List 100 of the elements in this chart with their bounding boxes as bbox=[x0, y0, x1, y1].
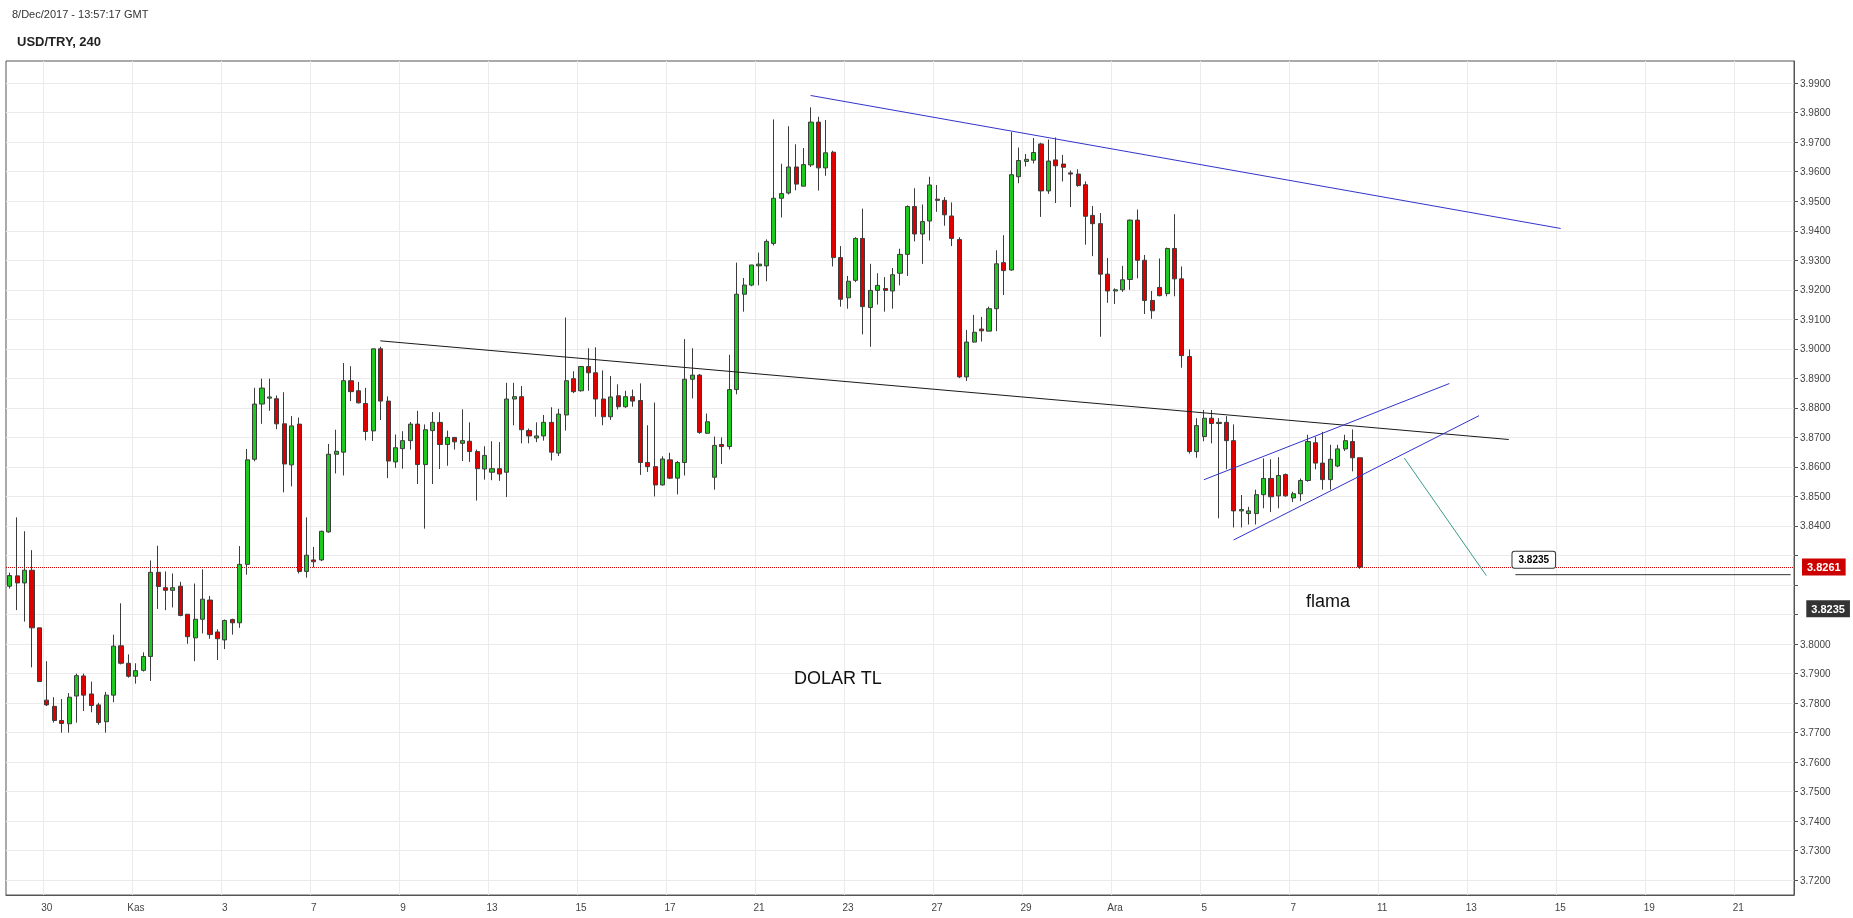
candlestick bbox=[593, 346, 598, 418]
candlestick bbox=[467, 421, 472, 463]
candlestick bbox=[81, 673, 86, 712]
candlestick bbox=[289, 415, 294, 487]
candlestick bbox=[252, 387, 257, 462]
candlestick bbox=[74, 673, 79, 724]
candlestick bbox=[1231, 423, 1236, 528]
candlestick bbox=[437, 411, 443, 470]
candlestick bbox=[15, 516, 20, 611]
candlestick bbox=[111, 634, 116, 703]
candlestick bbox=[1276, 456, 1281, 509]
x-tick-label: 9 bbox=[400, 901, 407, 913]
x-tick-label: 13 bbox=[486, 901, 498, 913]
candlestick bbox=[1320, 431, 1325, 491]
candlestick bbox=[267, 378, 272, 412]
candlestick bbox=[378, 346, 383, 421]
candlestick bbox=[638, 382, 643, 476]
candlestick bbox=[883, 276, 888, 313]
candlestick bbox=[660, 455, 665, 487]
candlestick bbox=[1283, 472, 1288, 498]
candlestick bbox=[794, 143, 799, 191]
data-label: 3.8235 bbox=[1518, 554, 1550, 566]
candlestick bbox=[519, 385, 524, 444]
candlestick bbox=[1046, 139, 1051, 195]
x-tick-label: 29 bbox=[1020, 901, 1033, 913]
candlestick bbox=[1016, 147, 1021, 184]
x-tick-label: 27 bbox=[931, 901, 944, 913]
candlestick bbox=[1268, 458, 1274, 513]
candlestick bbox=[408, 421, 413, 451]
candlestick bbox=[1031, 137, 1036, 164]
candlestick bbox=[578, 365, 584, 393]
x-tick-label: 30 bbox=[41, 901, 53, 913]
candlestick bbox=[37, 627, 42, 683]
candlestick bbox=[1357, 457, 1363, 570]
candlestick bbox=[371, 348, 376, 442]
candlestick bbox=[526, 428, 532, 444]
candlestick bbox=[846, 275, 851, 310]
candlestick bbox=[682, 338, 687, 476]
candlestick bbox=[126, 653, 131, 679]
candlestick bbox=[1239, 494, 1244, 528]
candlestick bbox=[178, 581, 183, 617]
candlestick bbox=[764, 238, 769, 282]
x-tick-label: 3 bbox=[222, 901, 229, 913]
candlestick bbox=[905, 204, 910, 277]
y-tick-label: 3.9700 bbox=[1800, 136, 1832, 148]
y-tick-label: 3.9500 bbox=[1800, 195, 1832, 207]
candlestick bbox=[890, 267, 895, 310]
candlestick bbox=[237, 545, 242, 629]
candlestick bbox=[1254, 489, 1259, 525]
candlestick bbox=[786, 125, 791, 195]
candlestick bbox=[215, 628, 220, 661]
candlestick bbox=[430, 411, 435, 485]
candlestick bbox=[504, 382, 509, 498]
candlestick bbox=[193, 583, 198, 662]
candlestick bbox=[756, 252, 762, 286]
candlestick bbox=[1105, 257, 1110, 304]
x-tick-label: 17 bbox=[664, 901, 677, 913]
candlestick bbox=[1209, 409, 1214, 444]
candlestick bbox=[779, 163, 784, 218]
candlestick bbox=[972, 314, 977, 344]
candlestick bbox=[185, 613, 190, 645]
candlestick bbox=[311, 546, 316, 568]
candlestick bbox=[949, 201, 954, 247]
y-tick-label: 3.7300 bbox=[1800, 845, 1832, 857]
candlestick bbox=[356, 381, 361, 404]
candlestick bbox=[831, 150, 836, 267]
annotation: flama bbox=[1306, 591, 1351, 611]
candlestick bbox=[1165, 247, 1170, 297]
y-tick-label: 3.9600 bbox=[1800, 166, 1832, 178]
candlestick bbox=[445, 430, 450, 467]
y-tick-label: 3.7600 bbox=[1800, 756, 1832, 768]
candlestick bbox=[897, 248, 903, 286]
y-tick-label: 3.9900 bbox=[1800, 77, 1832, 89]
candlestick bbox=[319, 530, 324, 562]
x-tick-label: 7 bbox=[1290, 901, 1297, 913]
candlestick bbox=[616, 383, 621, 410]
candlestick bbox=[52, 696, 57, 724]
candlestick bbox=[853, 236, 858, 283]
candlestick bbox=[1261, 457, 1266, 509]
candlestick bbox=[690, 347, 695, 399]
y-tick-label: 3.8400 bbox=[1800, 520, 1832, 532]
candlestick bbox=[104, 691, 109, 734]
candlestick bbox=[571, 370, 576, 394]
candlestick bbox=[200, 568, 205, 634]
candlestick bbox=[1202, 409, 1207, 442]
candlestick bbox=[808, 106, 814, 168]
candlestick bbox=[1150, 290, 1155, 320]
candlestick bbox=[675, 460, 680, 495]
y-tick-label: 3.9800 bbox=[1800, 107, 1832, 119]
candlestick bbox=[697, 373, 702, 435]
x-tick-label: 13 bbox=[1465, 901, 1478, 913]
candlestick bbox=[141, 651, 146, 673]
candlestick bbox=[979, 316, 984, 342]
candlestick bbox=[801, 147, 806, 187]
candlestick bbox=[623, 390, 628, 409]
candlestick bbox=[274, 394, 279, 430]
y-tick-label: 3.7500 bbox=[1800, 786, 1832, 798]
candlestick bbox=[386, 395, 391, 479]
candlestick bbox=[148, 560, 153, 682]
candlestick bbox=[475, 449, 480, 502]
